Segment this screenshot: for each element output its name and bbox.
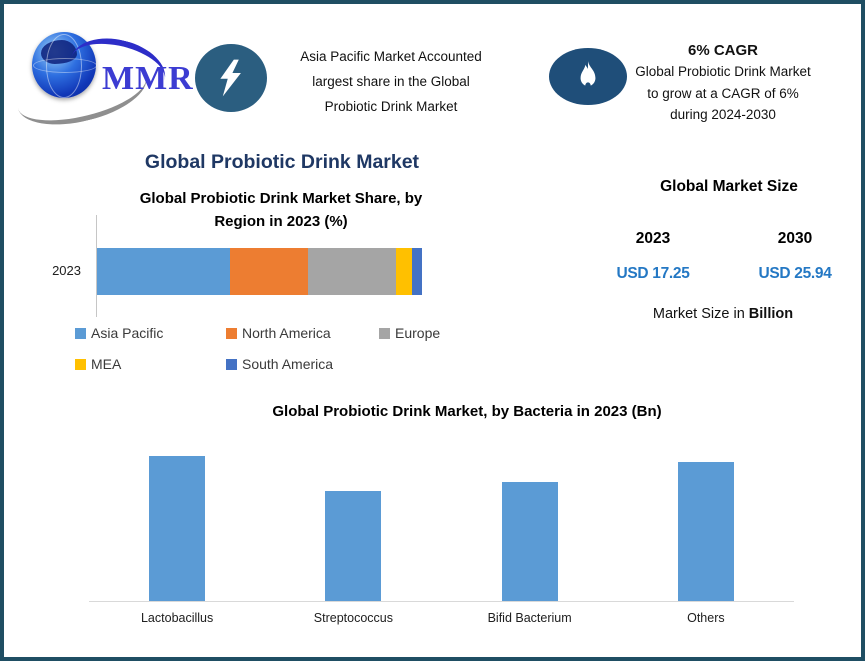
legend-item-mea: MEA	[75, 355, 226, 373]
headline-line: Asia Pacific Market Accounted	[300, 49, 482, 64]
market-size-note: Market Size in Billion	[598, 306, 848, 322]
cagr-title: 6% CAGR	[687, 42, 758, 59]
bacteria-label-lactobacillus: Lactobacillus	[140, 611, 214, 625]
region-chart-y-axis	[96, 215, 97, 317]
mmr-logo: MMR	[11, 16, 194, 137]
page-title: Global Probiotic Drink Market	[144, 151, 420, 173]
bacteria-plot: Lactobacillus Streptococcus Bifid Bacteriu…	[89, 441, 794, 625]
region-stacked-bar	[97, 248, 422, 295]
lightning-icon	[214, 58, 248, 98]
legend-label-north-america: North America	[242, 325, 331, 341]
legend-swatch-north-america	[226, 327, 237, 339]
legend-swatch-europe	[379, 327, 390, 339]
bacteria-label-others: Others	[687, 611, 725, 625]
legend-swatch-south-america	[226, 358, 237, 370]
legend-label-mea: MEA	[91, 356, 122, 372]
cagr-block: 6% CAGR Global Probiotic Drink Market to…	[607, 40, 839, 126]
headline-line: Probiotic Drink Market	[324, 99, 458, 114]
market-size-note-prefix: Market Size in	[652, 306, 749, 322]
legend-item-south-america: South America	[226, 355, 379, 373]
market-size-columns: 2023 USD 17.25 2030 USD 25.94	[582, 230, 861, 283]
year-label: 2030	[777, 230, 813, 247]
region-chart-category-label: 2023	[52, 263, 81, 278]
region-segment-europe	[308, 248, 396, 295]
bacteria-bar-lactobacillus	[149, 455, 206, 601]
market-size-col-2023: 2023 USD 17.25	[582, 230, 724, 283]
legend-label-south-america: South America	[242, 356, 334, 372]
globe-icon	[32, 32, 97, 98]
flame-badge	[549, 48, 627, 105]
market-size-col-2030: 2030 USD 25.94	[724, 230, 861, 283]
cagr-line: Global Probiotic Drink Market	[635, 64, 811, 79]
legend-label-asia-pacific: Asia Pacific	[91, 325, 164, 341]
region-segment-south-america	[412, 248, 422, 295]
cagr-line: during 2024-2030	[670, 107, 776, 122]
bacteria-bar-others	[677, 461, 734, 601]
lightning-badge	[195, 44, 267, 112]
market-size-title: Global Market Size	[660, 178, 798, 195]
globe-equator	[33, 58, 97, 73]
legend-label-europe: Europe	[395, 325, 441, 341]
bacteria-label-streptococcus: Streptococcus	[313, 611, 393, 625]
bacteria-label-bifid-bacterium: Bifid Bacterium	[487, 611, 572, 625]
market-value-2023: USD 17.25	[616, 265, 690, 282]
legend-item-europe: Europe	[379, 324, 455, 342]
legend-swatch-asia-pacific	[75, 327, 86, 339]
bacteria-chart-title: Global Probiotic Drink Market, by Bacter…	[272, 403, 662, 420]
headline-asia-pacific: Asia Pacific Market Accounted largest sh…	[276, 44, 506, 119]
region-segment-mea	[396, 248, 413, 295]
logo-text: MMR	[102, 60, 194, 97]
cagr-line: to grow at a CAGR of 6%	[647, 85, 799, 101]
bacteria-bar-streptococcus	[325, 491, 382, 601]
region-segment-asia-pacific	[97, 248, 231, 295]
flame-icon	[575, 60, 601, 94]
legend-item-north-america: North America	[226, 324, 379, 342]
bacteria-bar-bifid-bacterium	[501, 482, 558, 601]
bacteria-x-axis	[89, 601, 794, 602]
year-label: 2023	[635, 230, 671, 247]
legend-item-asia-pacific: Asia Pacific	[75, 324, 226, 342]
headline-line: largest share in the Global	[312, 74, 470, 89]
market-value-2030: USD 25.94	[758, 265, 832, 282]
region-chart-title: Global Probiotic Drink Market Share, by …	[139, 190, 423, 230]
region-segment-north-america	[230, 248, 309, 295]
market-size-note-unit: Billion	[748, 306, 794, 322]
region-legend: Asia Pacific North America Europe MEA South …	[75, 324, 455, 373]
legend-swatch-mea	[75, 358, 86, 370]
